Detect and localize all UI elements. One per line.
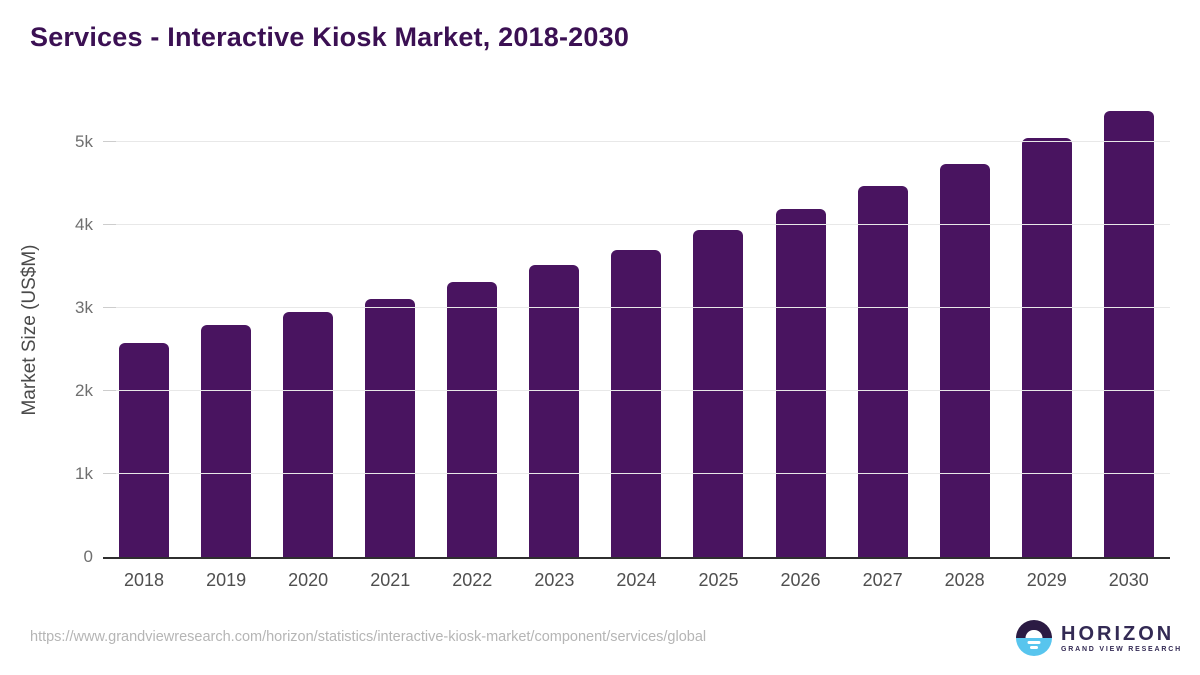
- bar-2025[interactable]: [693, 229, 744, 557]
- bar-2021[interactable]: [365, 298, 416, 557]
- chart-title: Services - Interactive Kiosk Market, 201…: [30, 22, 630, 52]
- brand-logo: HORIZON GRAND VIEW RESEARCH: [1016, 620, 1182, 656]
- sun-dome-shape: [1025, 630, 1043, 638]
- bar-series: [103, 100, 1170, 557]
- bar-2030[interactable]: [1103, 110, 1154, 557]
- x-tick-label: 2018: [124, 570, 165, 590]
- x-tick-label: 2020: [288, 570, 329, 590]
- x-tick-label: 2021: [370, 570, 411, 590]
- y-tick-label: 2k: [75, 380, 93, 400]
- x-tick-label: 2022: [452, 570, 493, 590]
- y-tick-label: 0: [83, 547, 93, 566]
- tick-mark: [103, 223, 116, 225]
- y-tick-label: 3k: [75, 297, 93, 317]
- x-tick-label: 2028: [944, 570, 985, 590]
- brand-subtitle: GRAND VIEW RESEARCH: [1061, 646, 1182, 653]
- tick-mark: [103, 472, 116, 474]
- x-tick-label: 2024: [616, 570, 657, 590]
- y-tick-label: 1k: [75, 463, 93, 483]
- y-tick-label: 4k: [75, 214, 93, 234]
- tick-mark: [103, 389, 116, 391]
- brand-text-block: HORIZON GRAND VIEW RESEARCH: [1061, 623, 1182, 653]
- reflection-line: [1030, 646, 1038, 649]
- gridline: [103, 140, 1170, 142]
- x-tick-label: 2029: [1026, 570, 1067, 590]
- x-tick-label: 2026: [780, 570, 821, 590]
- gridline: [103, 472, 1170, 474]
- reflection-line: [1027, 641, 1041, 644]
- x-tick-label: 2019: [206, 570, 247, 590]
- gridline: [103, 306, 1170, 308]
- bar-2019[interactable]: [201, 325, 252, 557]
- tick-mark: [103, 140, 116, 142]
- horizon-sunrise-icon: [1016, 620, 1052, 656]
- x-axis-tick-labels: 2018 2019 2020 2021 2022 2023 2024 2025 2026 2027…: [103, 570, 1170, 591]
- brand-name: HORIZON: [1061, 623, 1175, 645]
- gridline: [103, 389, 1170, 391]
- y-axis-tick-labels: 0 1k 2k 3k 4k 5k: [0, 100, 93, 565]
- bar-2029[interactable]: [1021, 138, 1072, 557]
- bar-2024[interactable]: [611, 249, 662, 557]
- gridline: [103, 223, 1170, 225]
- x-tick-label: 2030: [1108, 570, 1149, 590]
- x-tick-label: 2027: [862, 570, 903, 590]
- bar-2028[interactable]: [939, 163, 990, 557]
- tick-mark: [103, 306, 116, 308]
- bar-2018[interactable]: [119, 342, 170, 557]
- source-url: https://www.grandviewresearch.com/horizo…: [30, 629, 707, 645]
- bar-2023[interactable]: [529, 264, 580, 557]
- bar-2022[interactable]: [447, 281, 498, 557]
- plot-area: [103, 100, 1170, 559]
- x-tick-label: 2025: [698, 570, 739, 590]
- x-tick-label: 2023: [534, 570, 575, 590]
- bar-2020[interactable]: [283, 311, 334, 557]
- bar-2026[interactable]: [775, 208, 826, 557]
- y-tick-label: 5k: [75, 131, 93, 151]
- bar-2027[interactable]: [857, 186, 908, 557]
